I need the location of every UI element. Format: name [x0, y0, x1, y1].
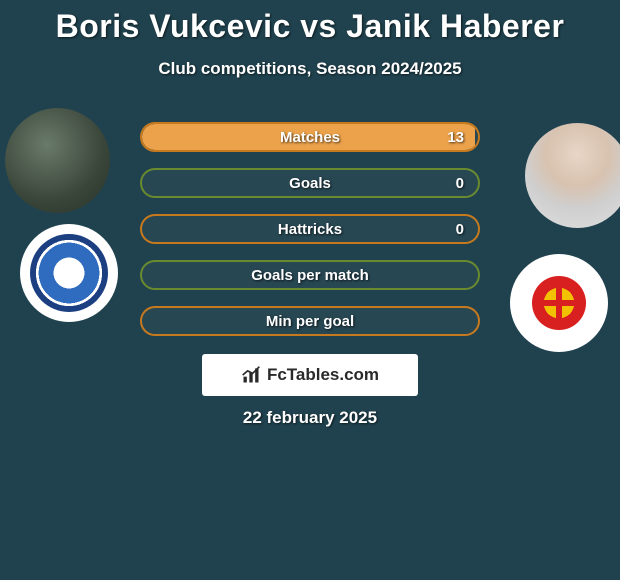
bar-value: 0	[456, 216, 464, 242]
stats-bars: Matches 13 Goals 0 Hattricks 0 Goals per…	[140, 122, 480, 352]
bar-label: Goals	[142, 170, 478, 196]
chart-icon	[241, 365, 261, 385]
bar-label: Goals per match	[142, 262, 478, 288]
bar-label: Min per goal	[142, 308, 478, 334]
bar-goals-per-match: Goals per match	[140, 260, 480, 290]
club-left-crest	[20, 224, 118, 322]
bar-goals: Goals 0	[140, 168, 480, 198]
bar-matches: Matches 13	[140, 122, 480, 152]
bar-label: Matches	[142, 124, 478, 150]
subtitle: Club competitions, Season 2024/2025	[0, 59, 620, 79]
player-right-avatar	[525, 123, 620, 228]
bar-value: 13	[447, 124, 464, 150]
bar-value: 0	[456, 170, 464, 196]
bar-label: Hattricks	[142, 216, 478, 242]
page-title: Boris Vukcevic vs Janik Haberer	[0, 0, 620, 45]
bar-hattricks: Hattricks 0	[140, 214, 480, 244]
player-left-avatar	[5, 108, 110, 213]
brand-box[interactable]: FcTables.com	[202, 354, 418, 396]
date-text: 22 february 2025	[0, 408, 620, 428]
bar-min-per-goal: Min per goal	[140, 306, 480, 336]
brand-text: FcTables.com	[267, 365, 379, 385]
club-right-crest	[510, 254, 608, 352]
